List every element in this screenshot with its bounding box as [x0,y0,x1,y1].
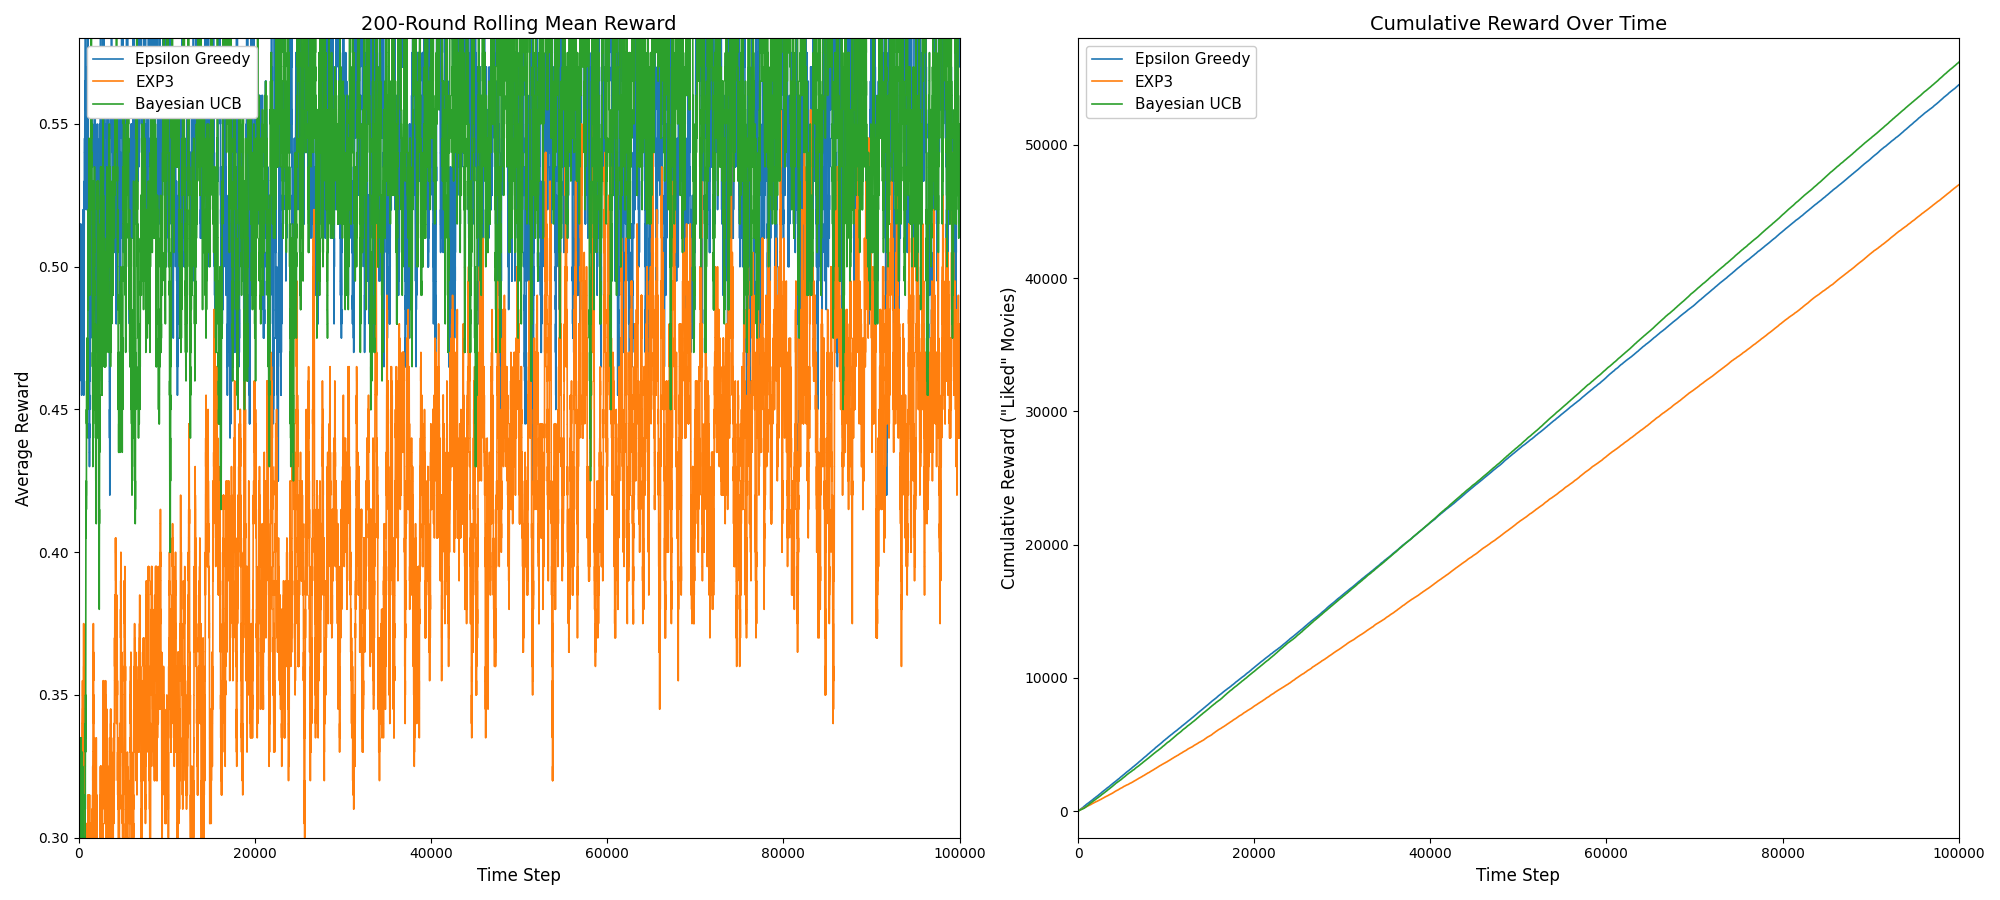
EXP3 [1530,500,1554,510]
Bayesian UCB [1066,806,1090,816]
Bayesian UCB [1626,335,1650,346]
Epsilon Greedy [1530,426,1554,436]
EXP3 [628,475,652,486]
Line: Epsilon Greedy: Epsilon Greedy [80,0,960,495]
EXP3 [1626,427,1650,437]
Epsilon Greedy [1946,79,1970,90]
Epsilon Greedy [628,47,652,58]
Epsilon Greedy [1864,149,1888,160]
Epsilon Greedy [530,176,554,186]
EXP3 [1864,244,1888,255]
X-axis label: Time Step: Time Step [1476,867,1560,885]
EXP3 [1086,796,1110,806]
Title: 200-Round Rolling Mean Reward: 200-Round Rolling Mean Reward [362,15,676,34]
Y-axis label: Cumulative Reward ("Liked" Movies): Cumulative Reward ("Liked" Movies) [1000,287,1018,590]
Line: Bayesian UCB: Bayesian UCB [80,0,960,900]
Title: Cumulative Reward Over Time: Cumulative Reward Over Time [1370,15,1666,34]
Epsilon Greedy [1904,115,1928,126]
Epsilon Greedy [948,33,972,44]
Bayesian UCB [1946,57,1970,68]
Bayesian UCB [948,147,972,158]
Bayesian UCB [174,290,198,301]
EXP3 [1946,179,1970,190]
Bayesian UCB [904,104,928,115]
Line: EXP3: EXP3 [1078,184,1958,811]
Bayesian UCB [88,533,112,544]
EXP3 [174,760,198,771]
Epsilon Greedy [88,319,112,329]
Y-axis label: Average Reward: Average Reward [14,370,32,506]
EXP3 [530,547,554,558]
Epsilon Greedy [1066,806,1090,816]
EXP3 [948,361,972,372]
Bayesian UCB [1086,792,1110,803]
Bayesian UCB [628,119,652,130]
EXP3 [1174,745,1198,756]
X-axis label: Time Step: Time Step [478,867,562,885]
Epsilon Greedy [1174,717,1198,728]
Epsilon Greedy [864,275,888,286]
Bayesian UCB [530,176,554,186]
EXP3 [1904,213,1928,224]
Epsilon Greedy [174,176,198,186]
Bayesian UCB [864,176,888,186]
Bayesian UCB [1904,94,1928,104]
Legend: Epsilon Greedy, EXP3, Bayesian UCB: Epsilon Greedy, EXP3, Bayesian UCB [1086,46,1256,119]
Bayesian UCB [1174,722,1198,733]
Legend: Epsilon Greedy, EXP3, Bayesian UCB: Epsilon Greedy, EXP3, Bayesian UCB [86,46,256,119]
Epsilon Greedy [1626,345,1650,356]
EXP3 [1066,806,1090,816]
EXP3 [904,233,928,244]
Line: Bayesian UCB: Bayesian UCB [1078,62,1958,811]
EXP3 [864,547,888,558]
Line: Epsilon Greedy: Epsilon Greedy [1078,85,1958,811]
Epsilon Greedy [904,176,928,186]
Bayesian UCB [1864,129,1888,140]
Epsilon Greedy [1086,790,1110,801]
Bayesian UCB [1530,420,1554,431]
Line: EXP3: EXP3 [80,95,960,900]
